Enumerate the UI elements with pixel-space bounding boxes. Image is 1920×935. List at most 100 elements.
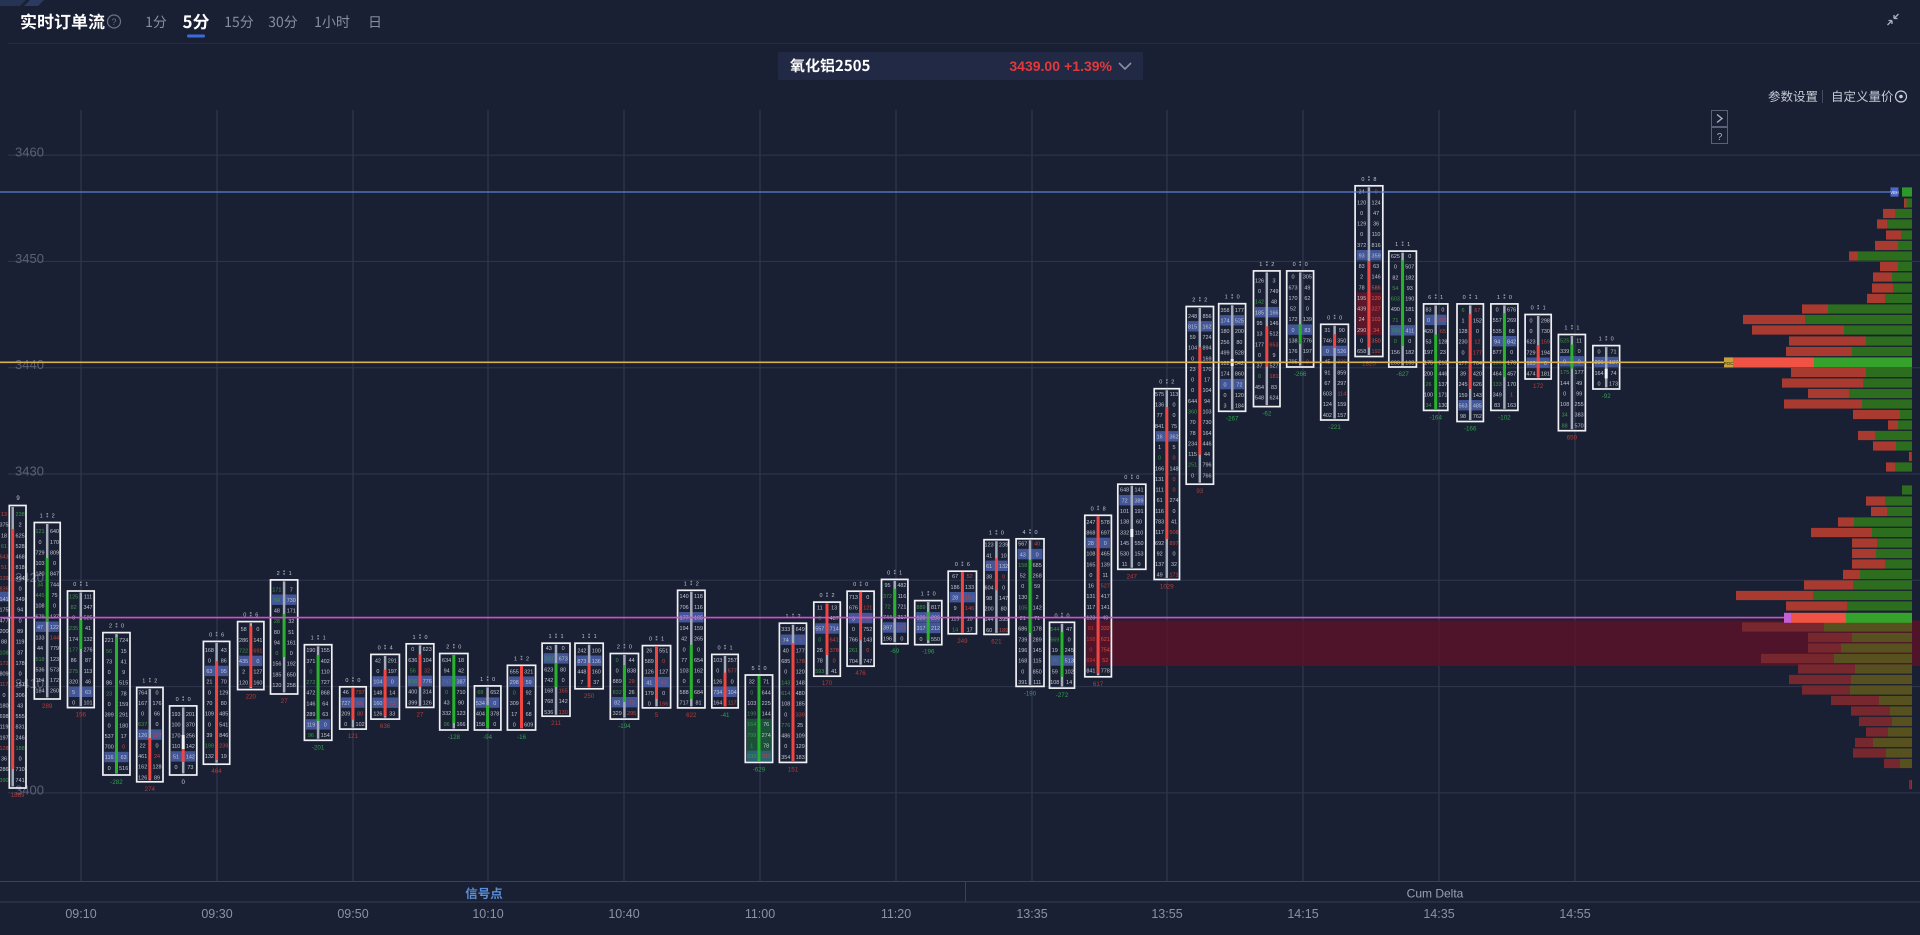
svg-text:0: 0 — [1461, 350, 1464, 356]
svg-text:1: 1 — [661, 637, 664, 643]
svg-text:100: 100 — [592, 648, 601, 654]
svg-text:41: 41 — [1171, 520, 1177, 526]
svg-text:148: 148 — [1169, 466, 1178, 472]
svg-text:752: 752 — [863, 627, 872, 633]
svg-text:0: 0 — [1223, 393, 1226, 399]
svg-text:245: 245 — [1458, 382, 1467, 388]
svg-text:105: 105 — [1493, 361, 1502, 367]
svg-text:4: 4 — [527, 701, 530, 707]
svg-text:164: 164 — [1202, 431, 1211, 437]
svg-text:551: 551 — [659, 648, 668, 654]
svg-text:1: 1 — [921, 592, 924, 598]
svg-text:768: 768 — [544, 699, 553, 705]
svg-text:625: 625 — [16, 533, 25, 539]
svg-text:7: 7 — [580, 680, 583, 686]
svg-text:-201: -201 — [312, 744, 325, 751]
svg-text:0: 0 — [493, 722, 496, 728]
svg-text:125: 125 — [69, 594, 78, 600]
svg-text:174: 174 — [69, 637, 78, 643]
svg-text:0: 0 — [1172, 403, 1175, 409]
svg-text:200: 200 — [1424, 371, 1433, 377]
svg-text:868: 868 — [321, 691, 330, 697]
svg-text:?: ? — [1717, 132, 1723, 143]
svg-text:93: 93 — [1196, 488, 1203, 495]
svg-text:1: 1 — [750, 744, 753, 750]
svg-text:0: 0 — [1137, 562, 1140, 568]
svg-text:89: 89 — [154, 775, 160, 781]
svg-text:0: 0 — [697, 647, 700, 653]
svg-text:36: 36 — [1373, 222, 1379, 228]
svg-text:714: 714 — [830, 627, 839, 633]
svg-text:163: 163 — [1507, 403, 1516, 409]
svg-text:121: 121 — [348, 733, 359, 740]
svg-text:0: 0 — [1172, 413, 1175, 419]
svg-text:130: 130 — [1438, 403, 1447, 409]
svg-text:482: 482 — [897, 583, 906, 589]
svg-text:0: 0 — [662, 691, 665, 697]
svg-text:93: 93 — [1407, 286, 1413, 292]
svg-text:329: 329 — [613, 711, 622, 717]
svg-text:139: 139 — [1101, 562, 1110, 568]
svg-text:182: 182 — [1220, 361, 1229, 367]
svg-text:0: 0 — [1291, 275, 1294, 281]
svg-text:-272: -272 — [1056, 692, 1069, 699]
svg-text:88: 88 — [1, 640, 7, 646]
svg-text:395: 395 — [999, 617, 1008, 623]
svg-text:133: 133 — [1493, 382, 1502, 388]
svg-text:2: 2 — [109, 624, 112, 630]
svg-text:52: 52 — [1102, 658, 1108, 664]
svg-text:159: 159 — [1337, 402, 1346, 408]
svg-text:305: 305 — [1303, 275, 1312, 281]
svg-text:43: 43 — [444, 701, 450, 707]
svg-text:177: 177 — [1255, 342, 1264, 348]
svg-text:729: 729 — [1526, 350, 1535, 356]
svg-text:3: 3 — [852, 616, 855, 622]
svg-text:59: 59 — [1034, 584, 1040, 590]
svg-text:779: 779 — [50, 646, 59, 652]
svg-text:74: 74 — [1610, 371, 1616, 377]
svg-text:90: 90 — [1339, 328, 1345, 334]
svg-text:1: 1 — [1461, 318, 1464, 324]
svg-text:0: 0 — [799, 638, 802, 644]
svg-text:836: 836 — [0, 587, 9, 593]
svg-text:0: 0 — [1172, 477, 1175, 483]
svg-text:0: 0 — [731, 679, 734, 685]
svg-text:37: 37 — [17, 650, 23, 656]
svg-text:37: 37 — [593, 680, 599, 686]
svg-text:265: 265 — [694, 637, 703, 643]
svg-text:131: 131 — [1086, 594, 1095, 600]
svg-text:34: 34 — [1425, 403, 1431, 409]
svg-text:0: 0 — [1496, 308, 1499, 314]
svg-text:32: 32 — [1171, 562, 1177, 568]
svg-text:182: 182 — [1405, 275, 1414, 281]
svg-text:0: 0 — [290, 651, 293, 657]
svg-text:37: 37 — [1256, 364, 1262, 370]
svg-text:741: 741 — [16, 778, 25, 784]
svg-text:162: 162 — [694, 669, 703, 675]
svg-text:1: 1 — [1407, 242, 1410, 248]
svg-text:0: 0 — [1326, 349, 1329, 355]
svg-text:95: 95 — [221, 669, 227, 675]
svg-text:95: 95 — [884, 583, 890, 589]
svg-text:59: 59 — [526, 680, 532, 686]
svg-text:POC: POC — [1724, 361, 1735, 366]
svg-text:-282: -282 — [110, 779, 123, 786]
svg-text:286: 286 — [0, 767, 9, 773]
svg-text:177: 177 — [1235, 308, 1244, 314]
svg-text:VBH: VBH — [1890, 190, 1899, 195]
svg-text:251: 251 — [1188, 463, 1197, 469]
svg-text:41: 41 — [121, 660, 127, 666]
svg-text:138: 138 — [1120, 520, 1129, 526]
svg-text:609: 609 — [524, 722, 533, 728]
svg-text:8: 8 — [1373, 177, 1376, 183]
svg-text:142: 142 — [186, 755, 195, 761]
svg-text:96: 96 — [308, 733, 314, 739]
svg-text:603: 603 — [1391, 297, 1400, 303]
svg-text:796: 796 — [1202, 463, 1211, 469]
svg-text:183: 183 — [796, 755, 805, 761]
svg-text:0: 0 — [866, 648, 869, 654]
svg-text:1: 1 — [1599, 337, 1602, 343]
svg-text:119: 119 — [0, 725, 8, 731]
svg-text:180: 180 — [119, 723, 128, 729]
svg-text:722: 722 — [239, 649, 248, 655]
